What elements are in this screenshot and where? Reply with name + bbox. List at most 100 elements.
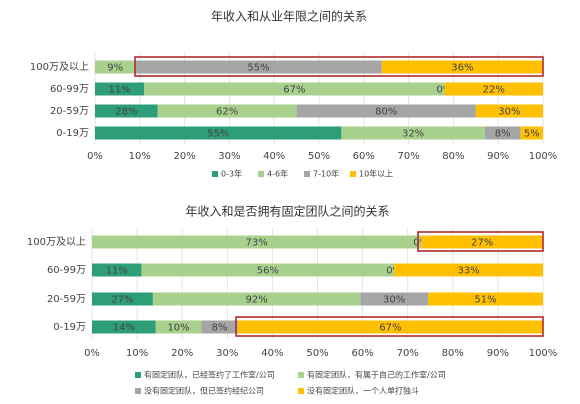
data-label: 11%	[109, 85, 131, 96]
data-label: 55%	[247, 63, 269, 74]
x-tick-label: 80%	[442, 348, 464, 359]
bar-segment	[237, 320, 543, 334]
x-tick-label: 70%	[397, 348, 419, 359]
data-label: 27%	[471, 238, 493, 249]
highlight-box	[134, 56, 544, 77]
bar-segment	[475, 104, 543, 118]
data-label: 30%	[498, 107, 520, 118]
data-label: 33%	[457, 266, 479, 277]
x-tick-label: 90%	[487, 348, 509, 359]
bar-segment	[92, 320, 156, 334]
bar-segment	[95, 60, 136, 74]
data-label: 27%	[111, 295, 133, 306]
legend-label: 有固定团队，有属于自己的工作室/公司	[307, 370, 446, 380]
bar-segment	[444, 82, 543, 96]
legend-label: 0-3年	[221, 169, 242, 179]
y-tick-label: 0-19万	[53, 322, 86, 333]
x-tick-label: 0%	[87, 151, 103, 162]
data-label: 5%	[524, 129, 540, 140]
y-tick-label: 0-19万	[56, 128, 89, 139]
data-label: 55%	[207, 129, 229, 140]
legend-swatch	[350, 171, 356, 177]
bar-segment	[141, 263, 395, 277]
y-tick-label: 20-59万	[47, 294, 86, 305]
data-label: 14%	[113, 323, 135, 334]
data-label: 67%	[283, 85, 305, 96]
marks: 年收入和从业年限之间的关系 0% 10% 20% 30% 40% 50% 60% 70% 80% 9…	[27, 9, 557, 396]
data-label: 56%	[257, 266, 279, 277]
data-label: 8%	[495, 129, 511, 140]
x-tick-label: 10%	[129, 151, 151, 162]
x-tick-label: 70%	[397, 151, 419, 162]
x-tick-label: 90%	[487, 151, 509, 162]
data-label: 92%	[245, 295, 267, 306]
bar-segment	[92, 235, 422, 249]
legend-label: 有固定团队，已经签约了工作室/公司	[144, 370, 275, 380]
legend-swatch	[304, 171, 310, 177]
bar-segment	[201, 320, 238, 334]
data-label: 28%	[115, 107, 137, 118]
data-label: 36%	[451, 63, 473, 74]
legend-label: 10年以上	[359, 169, 393, 179]
bar-segment	[95, 104, 158, 118]
x-tick-label: 10%	[126, 348, 148, 359]
y-tick-label: 100万及以上	[30, 61, 89, 73]
legend-swatch	[135, 372, 141, 378]
bar-segment	[95, 126, 342, 140]
data-label: 22%	[483, 85, 505, 96]
data-label: 62%	[216, 107, 238, 118]
bar-segment	[394, 263, 543, 277]
x-tick-label: 30%	[218, 151, 240, 162]
y-tick-label: 60-99万	[50, 84, 89, 95]
highlight-box	[417, 231, 544, 252]
bar-segment	[421, 235, 543, 249]
highlight-box	[235, 316, 544, 337]
x-tick-label: 50%	[306, 348, 328, 359]
bar-segment	[155, 320, 202, 334]
data-label: 8%	[212, 323, 228, 334]
chart-title: 年收入和从业年限之间的关系	[211, 9, 367, 24]
x-tick-label: 50%	[308, 151, 330, 162]
x-tick-label: 60%	[351, 348, 373, 359]
x-tick-label: 100%	[529, 151, 558, 162]
x-tick-label: 80%	[442, 151, 464, 162]
x-tick-label: 20%	[173, 151, 195, 162]
legend-swatch	[298, 372, 304, 378]
bar-segment	[427, 292, 543, 306]
x-tick-label: 100%	[529, 348, 558, 359]
data-label: 30%	[383, 295, 405, 306]
legend-swatch	[298, 388, 304, 394]
y-tick-label: 20-59万	[50, 106, 89, 117]
x-tick-label: 40%	[263, 151, 285, 162]
chart-title: 年收入和是否拥有固定团队之间的关系	[185, 204, 389, 219]
x-tick-label: 0%	[84, 348, 100, 359]
data-label: 10%	[167, 323, 189, 334]
bar-segment	[95, 82, 145, 96]
bar-segment	[341, 126, 485, 140]
data-label: 11%	[106, 266, 128, 277]
data-label: 73%	[245, 238, 267, 249]
legend-swatch	[258, 171, 264, 177]
data-label: 9%	[107, 63, 123, 74]
legend-label: 4-6年	[267, 169, 288, 179]
x-tick-label: 40%	[261, 348, 283, 359]
bar-segment	[144, 82, 445, 96]
bar-segment	[157, 104, 297, 118]
x-tick-label: 60%	[353, 151, 375, 162]
legend-swatch	[135, 388, 141, 394]
legend-label: 没有固定团队，一个人单打独斗	[307, 386, 419, 396]
bar-segment	[484, 126, 521, 140]
x-tick-label: 30%	[216, 348, 238, 359]
bar-segment	[135, 60, 382, 74]
y-tick-label: 100万及以上	[27, 236, 86, 248]
bar-segment	[381, 60, 543, 74]
legend-swatch	[212, 171, 218, 177]
data-label: 67%	[379, 323, 401, 334]
legend-label: 没有固定团队，但已签约经纪公司	[144, 386, 264, 396]
y-tick-label: 60-99万	[47, 265, 86, 276]
legend-label: 7-10年	[313, 169, 339, 179]
bar-segment	[152, 292, 361, 306]
bar-segment	[520, 126, 543, 140]
bar-segment	[296, 104, 476, 118]
